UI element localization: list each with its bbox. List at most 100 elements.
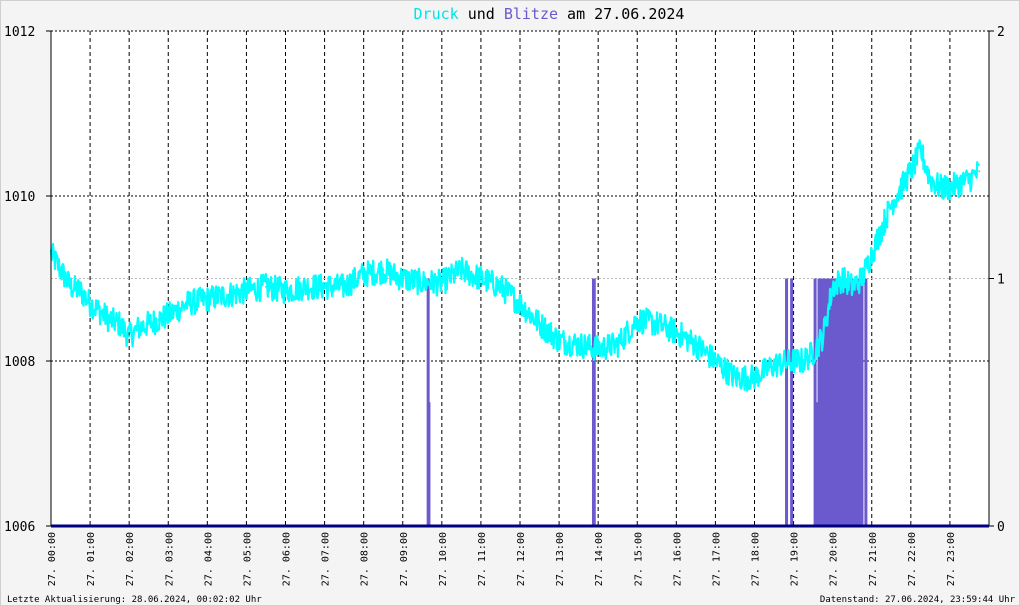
lightning-bar bbox=[835, 278, 839, 526]
pressure-point bbox=[118, 322, 121, 325]
x-tick-label: 27. 07:00 bbox=[321, 532, 332, 586]
pressure-point bbox=[147, 322, 150, 325]
pressure-point bbox=[636, 318, 639, 321]
footer-data-status: Datenstand: 27.06.2024, 23:59:44 Uhr bbox=[820, 595, 1016, 605]
lightning-bar bbox=[840, 278, 844, 526]
pressure-point bbox=[694, 343, 697, 346]
pressure-point bbox=[460, 269, 463, 272]
x-tick-label: 27. 01:00 bbox=[86, 532, 97, 586]
pressure-point bbox=[225, 294, 228, 296]
pressure-point bbox=[284, 289, 287, 292]
pressure-point bbox=[939, 186, 942, 189]
x-tick-label: 27. 02:00 bbox=[125, 532, 136, 586]
pressure-point bbox=[841, 277, 844, 280]
lightning-bar bbox=[852, 278, 856, 526]
lightning-bar bbox=[846, 278, 850, 526]
pressure-point bbox=[890, 203, 893, 206]
pressure-point bbox=[753, 376, 756, 379]
y-tick-label-left: 1012 bbox=[4, 25, 35, 40]
title-pressure: Druck bbox=[414, 5, 459, 23]
pressure-point bbox=[792, 360, 795, 362]
pressure-point bbox=[304, 285, 307, 288]
lightning-bar bbox=[837, 278, 841, 526]
title-date: am 27.06.2024 bbox=[558, 5, 684, 23]
title-lightning: Blitze bbox=[504, 5, 558, 23]
pressure-point bbox=[89, 302, 92, 305]
pressure-point bbox=[558, 339, 561, 342]
lightning-bar bbox=[825, 278, 829, 526]
pressure-point bbox=[186, 302, 189, 305]
pressure-point bbox=[655, 322, 658, 325]
lightning-bar bbox=[823, 278, 827, 526]
pressure-point bbox=[440, 281, 443, 284]
y-tick-label-right: 1 bbox=[997, 273, 1005, 288]
x-tick-label: 27. 14:00 bbox=[594, 532, 605, 586]
y-tick-label-right: 2 bbox=[997, 25, 1005, 40]
x-tick-label: 27. 16:00 bbox=[672, 532, 683, 586]
pressure-point bbox=[831, 285, 834, 288]
pressure-point bbox=[802, 360, 805, 362]
pressure-point bbox=[948, 186, 951, 189]
x-tick-label: 27. 17:00 bbox=[711, 532, 722, 586]
pressure-point bbox=[851, 285, 854, 288]
x-tick-label: 27. 15:00 bbox=[633, 532, 644, 586]
pressure-point bbox=[59, 269, 62, 272]
y-tick-label-right: 0 bbox=[997, 520, 1005, 535]
lightning-bar bbox=[842, 278, 846, 526]
pressure-point bbox=[137, 327, 140, 329]
pressure-line bbox=[49, 139, 981, 392]
pressure-point bbox=[538, 322, 541, 325]
pressure-point bbox=[821, 335, 824, 338]
pressure-point bbox=[958, 182, 961, 185]
lightning-bar bbox=[833, 278, 837, 526]
x-tick-label: 27. 10:00 bbox=[438, 532, 449, 586]
pressure-point bbox=[919, 149, 922, 152]
lightning-bar bbox=[858, 278, 862, 526]
x-tick-label: 27. 18:00 bbox=[751, 532, 762, 586]
x-tick-label: 27. 09:00 bbox=[399, 532, 410, 586]
pressure-point bbox=[519, 302, 521, 305]
lightning-series bbox=[426, 278, 868, 526]
lightning-bar bbox=[813, 278, 817, 526]
pressure-point bbox=[773, 364, 776, 367]
pressure-point bbox=[860, 277, 863, 280]
pressure-point bbox=[675, 331, 678, 334]
pressure-point bbox=[362, 273, 365, 276]
pressure-point bbox=[108, 318, 111, 321]
lightning-bar bbox=[854, 278, 858, 526]
lightning-bar bbox=[844, 278, 848, 526]
pressure-point bbox=[69, 285, 72, 288]
lightning-bar bbox=[831, 278, 835, 526]
axes bbox=[46, 30, 994, 528]
x-tick-label: 27. 22:00 bbox=[907, 532, 918, 586]
pressure-point bbox=[929, 178, 932, 181]
lightning-bar bbox=[850, 278, 854, 526]
pressure-point bbox=[245, 289, 248, 292]
pressure-point bbox=[401, 277, 404, 280]
lightning-bar bbox=[838, 278, 842, 526]
pressure-point bbox=[870, 252, 873, 255]
lightning-bar bbox=[790, 278, 794, 526]
y-tick-label-left: 1010 bbox=[4, 190, 35, 205]
pressure-series bbox=[49, 139, 981, 392]
x-tick-label: 27. 21:00 bbox=[868, 532, 879, 586]
pressure-point bbox=[323, 285, 326, 288]
lightning-bar bbox=[829, 278, 833, 526]
pressure-point bbox=[343, 285, 346, 288]
x-tick-label: 27. 13:00 bbox=[555, 532, 566, 586]
x-tick-label: 27. 00:00 bbox=[47, 532, 58, 586]
chart-title: Druck und Blitze am 27.06.2024 bbox=[414, 5, 685, 23]
pressure-point bbox=[909, 170, 912, 173]
pressure-point bbox=[479, 277, 482, 280]
x-tick-label: 27. 06:00 bbox=[282, 532, 293, 586]
lightning-bar bbox=[817, 278, 821, 526]
pressure-point bbox=[421, 281, 424, 284]
pressure-point bbox=[597, 347, 600, 350]
x-tick-label: 27. 05:00 bbox=[242, 532, 253, 586]
pressure-point bbox=[79, 289, 82, 292]
pressure-point bbox=[616, 343, 619, 346]
lightning-bar bbox=[427, 402, 431, 526]
tick-labels: 27. 00:00 27. 01:00 27. 02:00 27. 03:00 27. … bbox=[4, 25, 1005, 586]
